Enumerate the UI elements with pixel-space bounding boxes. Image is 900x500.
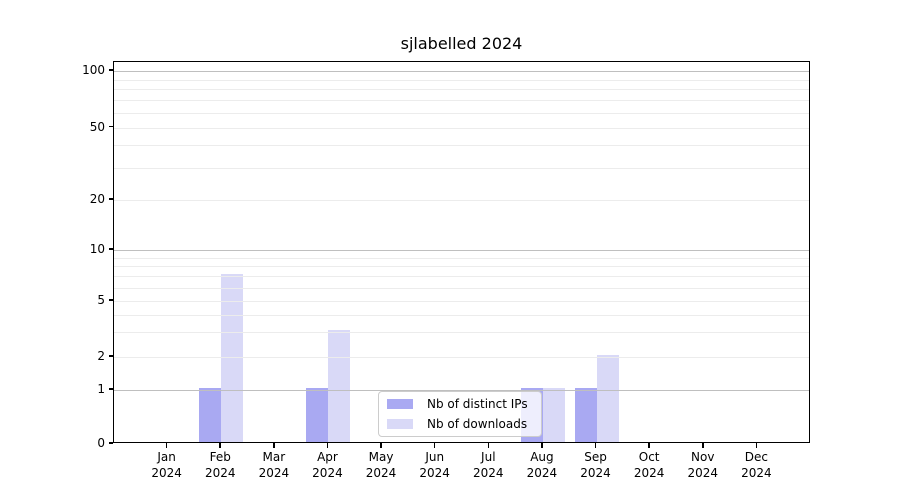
y-tick-label: 20	[89, 192, 105, 206]
gridline-minor	[114, 200, 809, 201]
x-tick-label: Sep 2024	[580, 450, 611, 480]
bar-downloads	[221, 274, 244, 442]
y-tick-label: 50	[89, 119, 105, 134]
x-tick-label: Dec 2024	[741, 450, 772, 480]
y-tick-mark	[109, 248, 113, 250]
y-tick-mark	[109, 355, 113, 357]
y-tick-mark	[109, 388, 113, 390]
x-tick-mark	[702, 443, 704, 448]
x-tick-mark	[541, 443, 543, 448]
bar-downloads	[542, 388, 565, 442]
gridline-minor	[114, 287, 809, 289]
gridline-minor	[114, 332, 809, 334]
gridline-minor	[114, 301, 809, 302]
gridline-minor	[114, 276, 809, 278]
y-tick-mark	[109, 198, 113, 200]
y-tick-label: 0	[97, 436, 105, 450]
x-tick-label: Aug 2024	[526, 450, 558, 480]
y-tick-label: 1	[97, 382, 105, 396]
bar-distinct-ips	[574, 388, 597, 442]
gridline-minor	[114, 145, 809, 147]
x-tick-label: Apr 2024	[312, 450, 343, 480]
x-tick-mark	[380, 443, 382, 448]
gridline-minor	[114, 314, 809, 316]
y-tick-label: 100	[82, 63, 105, 77]
legend-swatch-distinct-ips	[387, 399, 413, 410]
x-tick-mark	[219, 443, 221, 448]
y-tick-mark	[109, 299, 113, 301]
bar-distinct-ips	[199, 388, 222, 442]
bar-distinct-ips	[306, 388, 329, 442]
x-tick-mark	[326, 443, 329, 448]
x-tick-label: Oct 2024	[633, 450, 665, 480]
legend-label-distinct-ips: Nb of distinct IPs	[427, 397, 528, 412]
legend-label-downloads: Nb of downloads	[427, 416, 528, 431]
x-tick-label: Nov 2024	[687, 450, 719, 480]
x-tick-mark	[648, 443, 650, 448]
x-tick-label: May 2024	[365, 450, 397, 480]
y-tick-label: 5	[97, 293, 105, 307]
gridline-minor	[114, 257, 809, 259]
x-tick-label: Feb 2024	[204, 450, 236, 480]
gridline-minor	[114, 89, 809, 91]
legend: Nb of distinct IPs Nb of downloads	[378, 391, 542, 437]
plot-area: Nb of distinct IPs Nb of downloads	[113, 61, 810, 443]
chart-title: sjlabelled 2024	[400, 34, 523, 53]
y-tick-mark	[109, 442, 113, 444]
gridline-minor	[114, 79, 809, 81]
y-tick-mark	[109, 125, 113, 128]
legend-entry-downloads: Nb of downloads	[387, 416, 533, 433]
gridline-minor	[114, 167, 809, 169]
x-tick-mark	[594, 443, 597, 448]
y-tick-label: 2	[97, 349, 105, 363]
gridline-major	[114, 250, 809, 251]
gridline-major	[114, 390, 809, 391]
legend-swatch-downloads	[387, 418, 413, 429]
x-tick-label: Jun 2024	[419, 450, 450, 480]
gridline-minor	[114, 357, 809, 358]
gridline-minor	[114, 266, 809, 268]
x-tick-mark	[487, 443, 490, 448]
x-tick-label: Jul 2024	[473, 450, 504, 480]
gridline-major	[114, 71, 809, 72]
legend-entry-distinct-ips: Nb of distinct IPs	[387, 396, 533, 413]
bar-downloads	[328, 330, 351, 442]
gridline-minor	[114, 112, 809, 114]
bar-downloads	[596, 355, 619, 442]
gridline-minor	[114, 100, 809, 102]
y-tick-label: 10	[89, 242, 105, 256]
y-tick-mark	[109, 69, 113, 71]
x-tick-label: Mar 2024	[258, 450, 290, 480]
x-tick-mark	[165, 443, 168, 448]
x-tick-mark	[755, 443, 758, 448]
gridline-minor	[114, 127, 809, 129]
x-tick-mark	[273, 443, 275, 448]
x-tick-mark	[433, 443, 436, 448]
x-tick-label: Jan 2024	[151, 450, 182, 480]
